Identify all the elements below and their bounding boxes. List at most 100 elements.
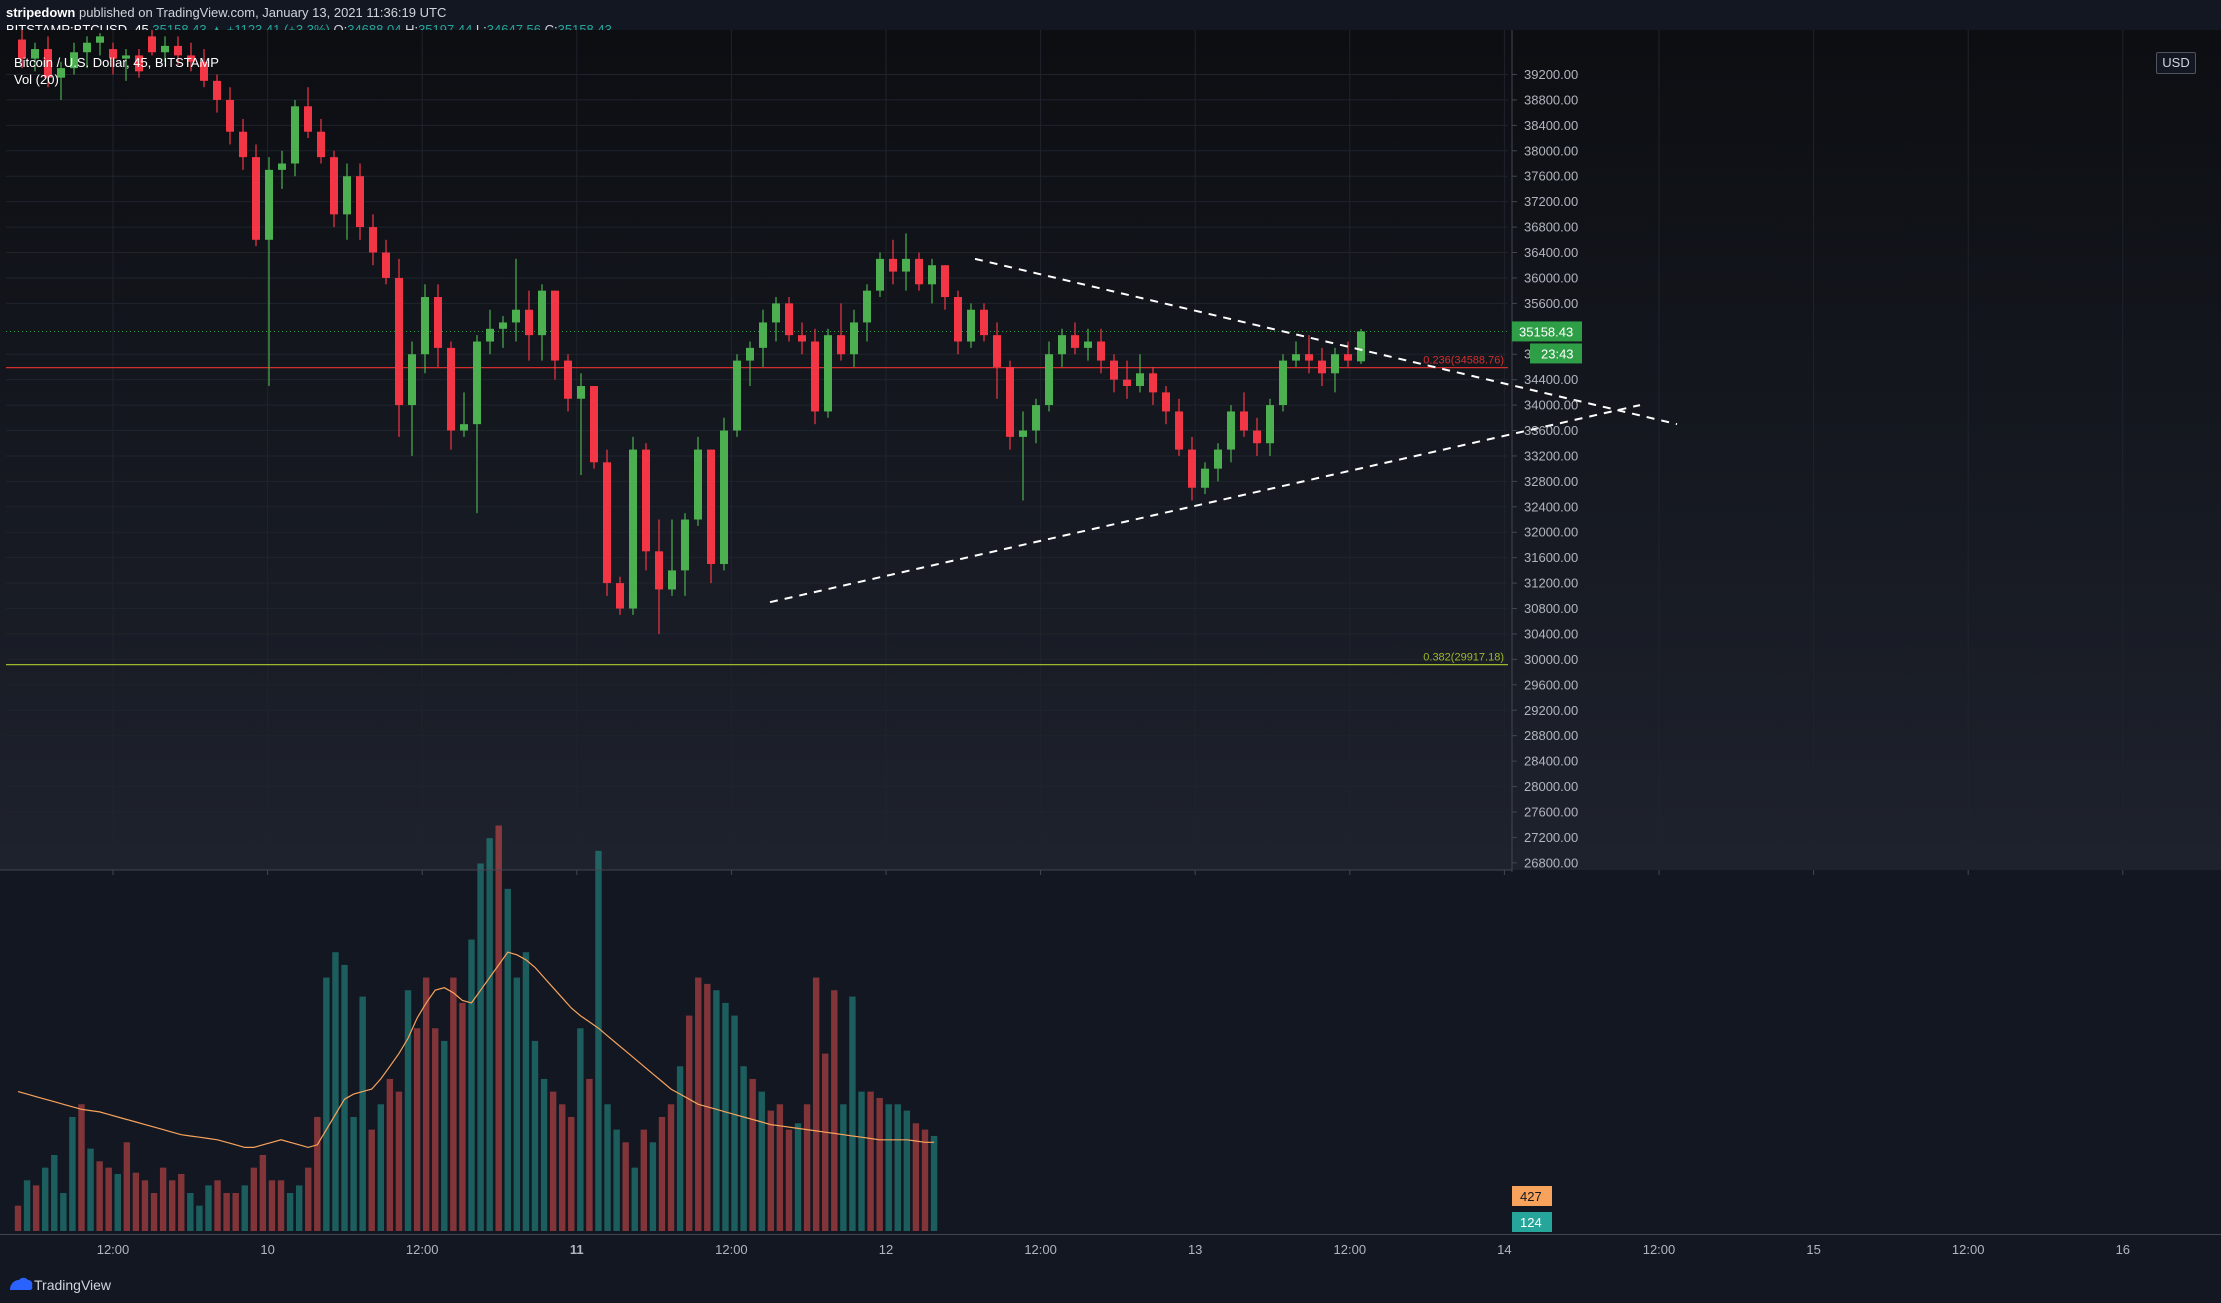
price-tick-label[interactable]: 38800.00 [1524, 92, 1578, 107]
time-tick-label[interactable]: 15 [1806, 1242, 1820, 1257]
time-tick-label[interactable]: 12:00 [1334, 1242, 1367, 1257]
price-tick-label[interactable]: 28000.00 [1524, 779, 1578, 794]
price-tick-label[interactable]: 39200.00 [1524, 67, 1578, 82]
candle[interactable] [1214, 443, 1222, 482]
candle[interactable] [122, 49, 130, 81]
price-tick-label[interactable]: 26800.00 [1524, 855, 1578, 870]
candle[interactable] [1175, 398, 1183, 456]
candle[interactable] [668, 519, 676, 596]
price-tick-label[interactable]: 36000.00 [1524, 270, 1578, 285]
price-tick-label[interactable]: 37600.00 [1524, 169, 1578, 184]
price-tick-label[interactable]: 29200.00 [1524, 703, 1578, 718]
price-tick-label[interactable]: 32400.00 [1524, 499, 1578, 514]
candle[interactable] [1266, 398, 1274, 456]
candle[interactable] [1162, 386, 1170, 425]
candle[interactable] [1123, 360, 1131, 399]
candle[interactable] [83, 36, 91, 69]
price-tick-label[interactable]: 30000.00 [1524, 652, 1578, 667]
price-tick-label[interactable]: 34400.00 [1524, 372, 1578, 387]
candle[interactable] [1201, 462, 1209, 495]
time-tick-label[interactable]: 12:00 [97, 1242, 130, 1257]
candle[interactable] [642, 443, 650, 571]
price-tick-label[interactable]: 29600.00 [1524, 677, 1578, 692]
candle[interactable] [1149, 366, 1157, 406]
candle[interactable] [1188, 436, 1196, 501]
candle[interactable] [486, 309, 494, 355]
candle[interactable] [564, 354, 572, 412]
candle[interactable] [1110, 354, 1118, 393]
price-tick-label[interactable]: 33200.00 [1524, 448, 1578, 463]
price-tick-label[interactable]: 38400.00 [1524, 118, 1578, 133]
tradingview-brand[interactable]: TradingView [34, 1277, 112, 1293]
candle[interactable] [1045, 341, 1053, 412]
currency-button[interactable]: USD [2156, 52, 2196, 74]
candle[interactable] [967, 303, 975, 348]
candle[interactable] [1253, 417, 1261, 456]
candle[interactable] [655, 519, 663, 634]
price-tick-label[interactable]: 28800.00 [1524, 728, 1578, 743]
price-tick-label[interactable]: 28400.00 [1524, 754, 1578, 769]
candle[interactable] [1292, 341, 1300, 367]
candle[interactable] [746, 341, 754, 387]
candle[interactable] [694, 436, 702, 526]
candle[interactable] [915, 252, 923, 291]
candle[interactable] [1318, 347, 1326, 387]
candle[interactable] [707, 449, 715, 584]
time-tick-label[interactable]: 12:00 [1952, 1242, 1985, 1257]
candle[interactable] [850, 309, 858, 367]
candle[interactable] [1331, 347, 1339, 393]
time-tick-label[interactable]: 12:00 [715, 1242, 748, 1257]
time-tick-label[interactable]: 12:00 [1643, 1242, 1676, 1257]
candle[interactable] [525, 290, 533, 361]
candle[interactable] [616, 576, 624, 615]
trendline-upper[interactable] [974, 257, 1678, 426]
candle[interactable] [421, 284, 429, 374]
candle[interactable] [590, 386, 598, 469]
candle[interactable] [1305, 335, 1313, 374]
candle[interactable] [681, 513, 689, 596]
candle[interactable] [200, 49, 208, 88]
candle[interactable] [226, 87, 234, 145]
price-tick-label[interactable]: 35600.00 [1524, 296, 1578, 311]
price-tick-label[interactable]: 31200.00 [1524, 576, 1578, 591]
candle[interactable] [18, 29, 26, 69]
price-tick-label[interactable]: 32800.00 [1524, 474, 1578, 489]
candle[interactable] [1071, 322, 1079, 355]
candle[interactable] [44, 36, 52, 88]
price-tick-label[interactable]: 32000.00 [1524, 525, 1578, 540]
candle[interactable] [109, 42, 117, 75]
candle[interactable] [928, 258, 936, 304]
price-tick-label[interactable]: 27600.00 [1524, 804, 1578, 819]
candle[interactable] [187, 42, 195, 72]
price-tick-label[interactable]: 36400.00 [1524, 245, 1578, 260]
time-tick-label[interactable]: 16 [2116, 1242, 2130, 1257]
candle[interactable] [720, 417, 728, 571]
candle[interactable] [1227, 405, 1235, 463]
legend-volume[interactable]: Vol (20) [14, 72, 59, 87]
candle[interactable] [811, 328, 819, 425]
candle[interactable] [863, 284, 871, 342]
candle[interactable] [1240, 392, 1248, 437]
candle[interactable] [629, 436, 637, 615]
time-tick-label[interactable]: 12:00 [406, 1242, 439, 1257]
candle[interactable] [96, 33, 104, 56]
candle[interactable] [1019, 411, 1027, 501]
candle[interactable] [369, 214, 377, 266]
candle[interactable] [499, 316, 507, 348]
candle[interactable] [239, 119, 247, 170]
price-tick-label[interactable]: 33600.00 [1524, 423, 1578, 438]
candle[interactable] [1279, 354, 1287, 412]
candle[interactable] [291, 99, 299, 177]
time-tick-label[interactable]: 12:00 [1024, 1242, 1057, 1257]
tradingview-logo-icon[interactable] [8, 1276, 34, 1292]
candle[interactable] [538, 284, 546, 361]
candle[interactable] [876, 252, 884, 298]
time-tick-label[interactable]: 14 [1497, 1242, 1511, 1257]
time-tick-label[interactable]: 10 [260, 1242, 274, 1257]
candle[interactable] [824, 328, 832, 418]
price-tick-label[interactable]: 34000.00 [1524, 398, 1578, 413]
candle[interactable] [1058, 328, 1066, 367]
time-tick-label[interactable]: 11 [570, 1242, 584, 1257]
candle[interactable] [252, 144, 260, 247]
